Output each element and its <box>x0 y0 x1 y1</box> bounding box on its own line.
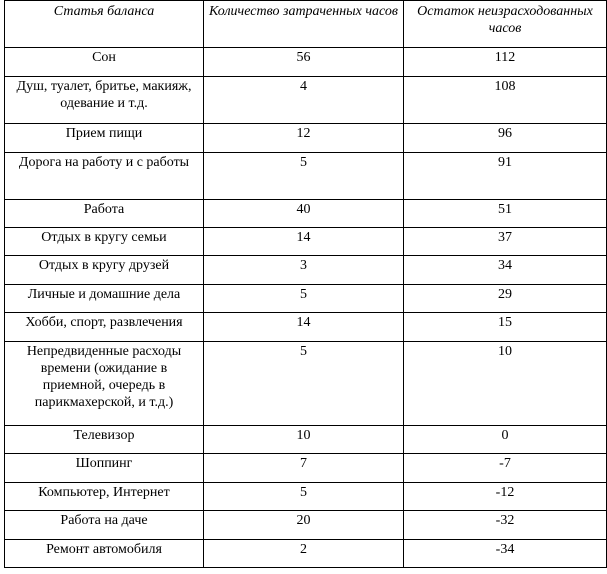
row-spent: 4 <box>203 76 404 124</box>
table-row: Дорога на работу и с работы 5 91 <box>4 152 607 200</box>
time-balance-table: Статья баланса Количество затраченных ча… <box>4 0 607 568</box>
header-spent: Количество затраченных часов <box>203 0 404 48</box>
table-row: Ремонт автомобиля 2 -34 <box>4 539 607 568</box>
table-header-row: Статья баланса Количество затраченных ча… <box>4 0 607 48</box>
row-remaining: 15 <box>403 312 607 342</box>
row-remaining: 112 <box>403 47 607 77</box>
row-item: Ремонт автомобиля <box>4 539 204 568</box>
table-row: Компьютер, Интернет 5 -12 <box>4 482 607 511</box>
row-remaining: 96 <box>403 123 607 153</box>
row-spent: 7 <box>203 453 404 483</box>
table-row: Личные и домашние дела 5 29 <box>4 284 607 313</box>
row-item: Работа на даче <box>4 510 204 540</box>
row-item: Отдых в кругу друзей <box>4 255 204 285</box>
row-spent: 3 <box>203 255 404 285</box>
row-remaining: 34 <box>403 255 607 285</box>
time-balance-table-container: Статья баланса Количество затраченных ча… <box>4 0 607 568</box>
row-spent: 5 <box>203 341 404 426</box>
row-item: Отдых в кругу семьи <box>4 227 204 256</box>
header-remaining: Остаток неизрасходованных часов <box>403 0 607 48</box>
table-row: Прием пищи 12 96 <box>4 123 607 153</box>
table-row: Сон 56 112 <box>4 47 607 77</box>
table-row: Телевизор 10 0 <box>4 425 607 454</box>
row-item: Дорога на работу и с работы <box>4 152 204 200</box>
row-spent: 2 <box>203 539 404 568</box>
row-spent: 14 <box>203 227 404 256</box>
row-item: Компьютер, Интернет <box>4 482 204 511</box>
row-spent: 10 <box>203 425 404 454</box>
row-remaining: -7 <box>403 453 607 483</box>
row-spent: 40 <box>203 199 404 228</box>
row-item: Шоппинг <box>4 453 204 483</box>
row-spent: 5 <box>203 152 404 200</box>
row-spent: 5 <box>203 482 404 511</box>
row-item: Сон <box>4 47 204 77</box>
row-remaining: 10 <box>403 341 607 426</box>
row-item: Телевизор <box>4 425 204 454</box>
table-row: Душ, туалет, бритье, макияж, одевание и … <box>4 76 607 124</box>
row-item: Хобби, спорт, развлечения <box>4 312 204 342</box>
row-remaining: 91 <box>403 152 607 200</box>
row-item: Работа <box>4 199 204 228</box>
row-remaining: 29 <box>403 284 607 313</box>
table-row: Хобби, спорт, развлечения 14 15 <box>4 312 607 342</box>
table-row: Непредвиденные расходы времени (ожидание… <box>4 341 607 426</box>
row-item: Прием пищи <box>4 123 204 153</box>
table-row: Отдых в кругу семьи 14 37 <box>4 227 607 256</box>
row-item: Душ, туалет, бритье, макияж, одевание и … <box>4 76 204 124</box>
row-remaining: -32 <box>403 510 607 540</box>
row-remaining: -12 <box>403 482 607 511</box>
row-remaining: 108 <box>403 76 607 124</box>
row-spent: 56 <box>203 47 404 77</box>
row-remaining: -34 <box>403 539 607 568</box>
table-row: Работа на даче 20 -32 <box>4 510 607 540</box>
row-spent: 5 <box>203 284 404 313</box>
header-item: Статья баланса <box>4 0 204 48</box>
row-item: Непредвиденные расходы времени (ожидание… <box>4 341 204 426</box>
table-row: Работа 40 51 <box>4 199 607 228</box>
row-item: Личные и домашние дела <box>4 284 204 313</box>
row-remaining: 51 <box>403 199 607 228</box>
row-remaining: 37 <box>403 227 607 256</box>
row-spent: 14 <box>203 312 404 342</box>
table-row: Шоппинг 7 -7 <box>4 453 607 483</box>
row-remaining: 0 <box>403 425 607 454</box>
row-spent: 20 <box>203 510 404 540</box>
table-row: Отдых в кругу друзей 3 34 <box>4 255 607 285</box>
row-spent: 12 <box>203 123 404 153</box>
